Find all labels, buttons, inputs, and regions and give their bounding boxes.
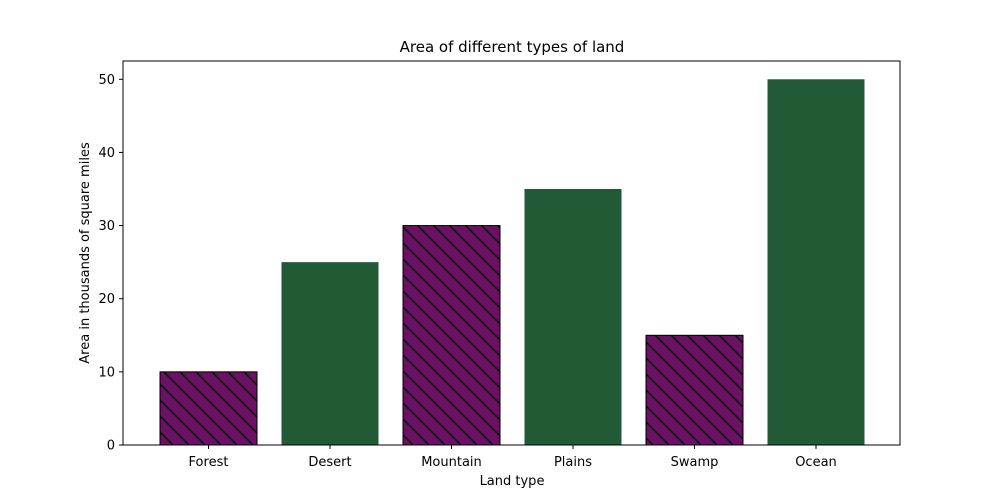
x-tick-label: Plains <box>554 455 592 470</box>
y-tick-label: 50 <box>98 73 115 88</box>
chart-title: Area of different types of land <box>400 38 625 56</box>
y-tick-label: 40 <box>98 146 115 161</box>
x-tick-label: Forest <box>189 455 229 470</box>
x-axis-label: Land type <box>480 474 545 489</box>
bar-swamp <box>645 334 744 446</box>
x-tick-label: Mountain <box>421 455 482 470</box>
bar-mountain <box>402 225 501 446</box>
x-tick-label: Desert <box>308 455 351 470</box>
y-tick-label: 0 <box>107 439 115 454</box>
x-tick-label: Ocean <box>795 455 837 470</box>
bar-desert <box>281 262 379 445</box>
y-tick-label: 10 <box>98 365 115 380</box>
bar-ocean <box>767 79 865 446</box>
y-tick-label: 20 <box>98 292 115 307</box>
y-tick-label: 30 <box>98 219 115 234</box>
plot-frame <box>122 60 901 446</box>
y-axis-label: Area in thousands of square miles <box>78 142 93 364</box>
ticks-layer: Forest Desert Mountain Plains Swamp Ocean 0 10 2… <box>98 73 836 470</box>
x-tick-label: Swamp <box>671 455 719 470</box>
bar-forest <box>159 371 258 446</box>
bar-plains <box>524 189 622 445</box>
bars-layer <box>159 79 865 446</box>
